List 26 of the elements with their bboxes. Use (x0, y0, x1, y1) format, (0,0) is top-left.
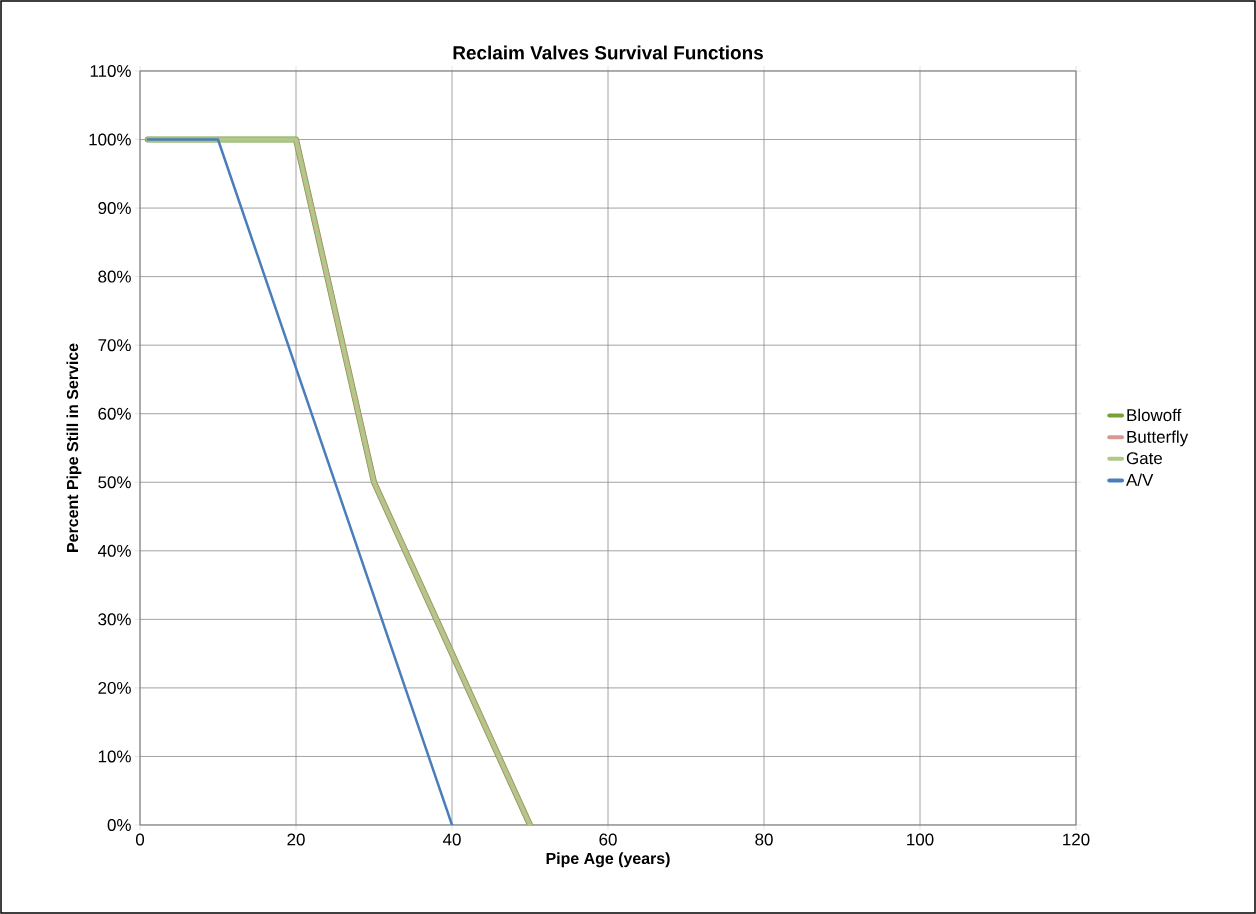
x-tick-label: 60 (599, 833, 617, 846)
y-tick-label: 110% (90, 64, 131, 77)
x-tick-label: 100 (907, 833, 934, 846)
y-tick-label: 70% (98, 339, 131, 352)
y-tick-label: 60% (98, 407, 131, 420)
y-axis-title: Percent Pipe Still in Service (66, 343, 82, 552)
chart-title: Reclaim Valves Survival Functions (453, 45, 763, 60)
x-axis-title: Pipe Age (years) (546, 852, 670, 868)
y-tick-label: 10% (98, 750, 131, 763)
legend-label: Gate (1126, 452, 1162, 465)
y-tick-label: 50% (98, 476, 131, 489)
x-tick-label: 20 (287, 833, 305, 846)
legend-label: A/V (1126, 473, 1154, 486)
y-tick-label: 20% (98, 681, 131, 694)
y-tick-label: 30% (98, 613, 131, 626)
y-tick-label: 90% (98, 202, 131, 215)
legend-label: Blowoff (1127, 408, 1182, 422)
x-tick-label: 40 (442, 833, 461, 846)
legend-label: Butterfly (1127, 430, 1189, 447)
y-tick-label: 100% (89, 133, 131, 146)
y-tick-label: 0% (107, 818, 131, 831)
x-tick-label: 80 (755, 833, 773, 846)
x-tick-label: 120 (1063, 833, 1090, 846)
x-tick-label: 0 (135, 833, 145, 846)
y-tick-label: 40% (97, 544, 131, 557)
y-tick-label: 80% (98, 270, 131, 283)
